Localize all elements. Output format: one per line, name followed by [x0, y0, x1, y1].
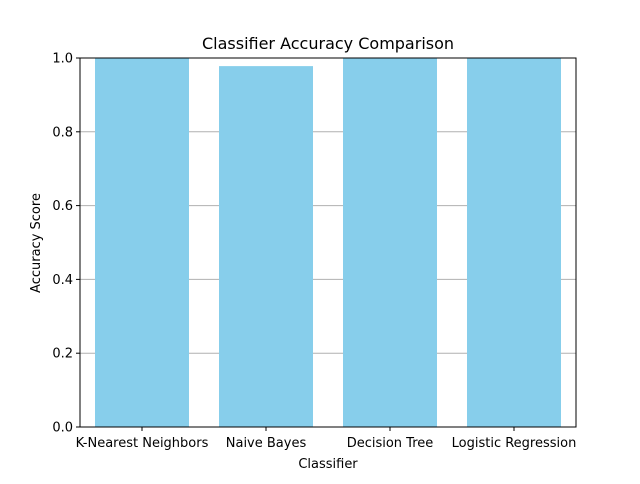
- y-axis-ticks: 0.0 0.2 0.4 0.6 0.8 1.0: [52, 52, 80, 436]
- x-tick-label: Logistic Regression: [452, 436, 577, 451]
- y-tick-label: 0.0: [52, 421, 73, 436]
- y-axis-label: Accuracy Score: [29, 193, 44, 293]
- bar: [467, 58, 561, 427]
- bar: [219, 66, 313, 428]
- x-tick-label: Naive Bayes: [226, 436, 307, 451]
- y-tick-label: 0.8: [52, 125, 73, 140]
- chart-title: Classifier Accuracy Comparison: [202, 34, 454, 53]
- x-tick-label: K-Nearest Neighbors: [76, 436, 209, 451]
- bar: [343, 58, 437, 427]
- bar: [95, 58, 189, 427]
- y-tick-label: 0.2: [52, 347, 73, 362]
- x-axis-ticks: K-Nearest Neighbors Naive Bayes Decision T…: [76, 427, 577, 451]
- y-tick-label: 0.6: [52, 199, 73, 214]
- x-tick-label: Decision Tree: [347, 436, 434, 451]
- bars: [95, 58, 561, 428]
- x-axis-label: Classifier: [298, 457, 358, 472]
- y-tick-label: 1.0: [52, 52, 73, 67]
- plot-frame: [79, 57, 577, 428]
- y-tick-label: 0.4: [52, 273, 73, 288]
